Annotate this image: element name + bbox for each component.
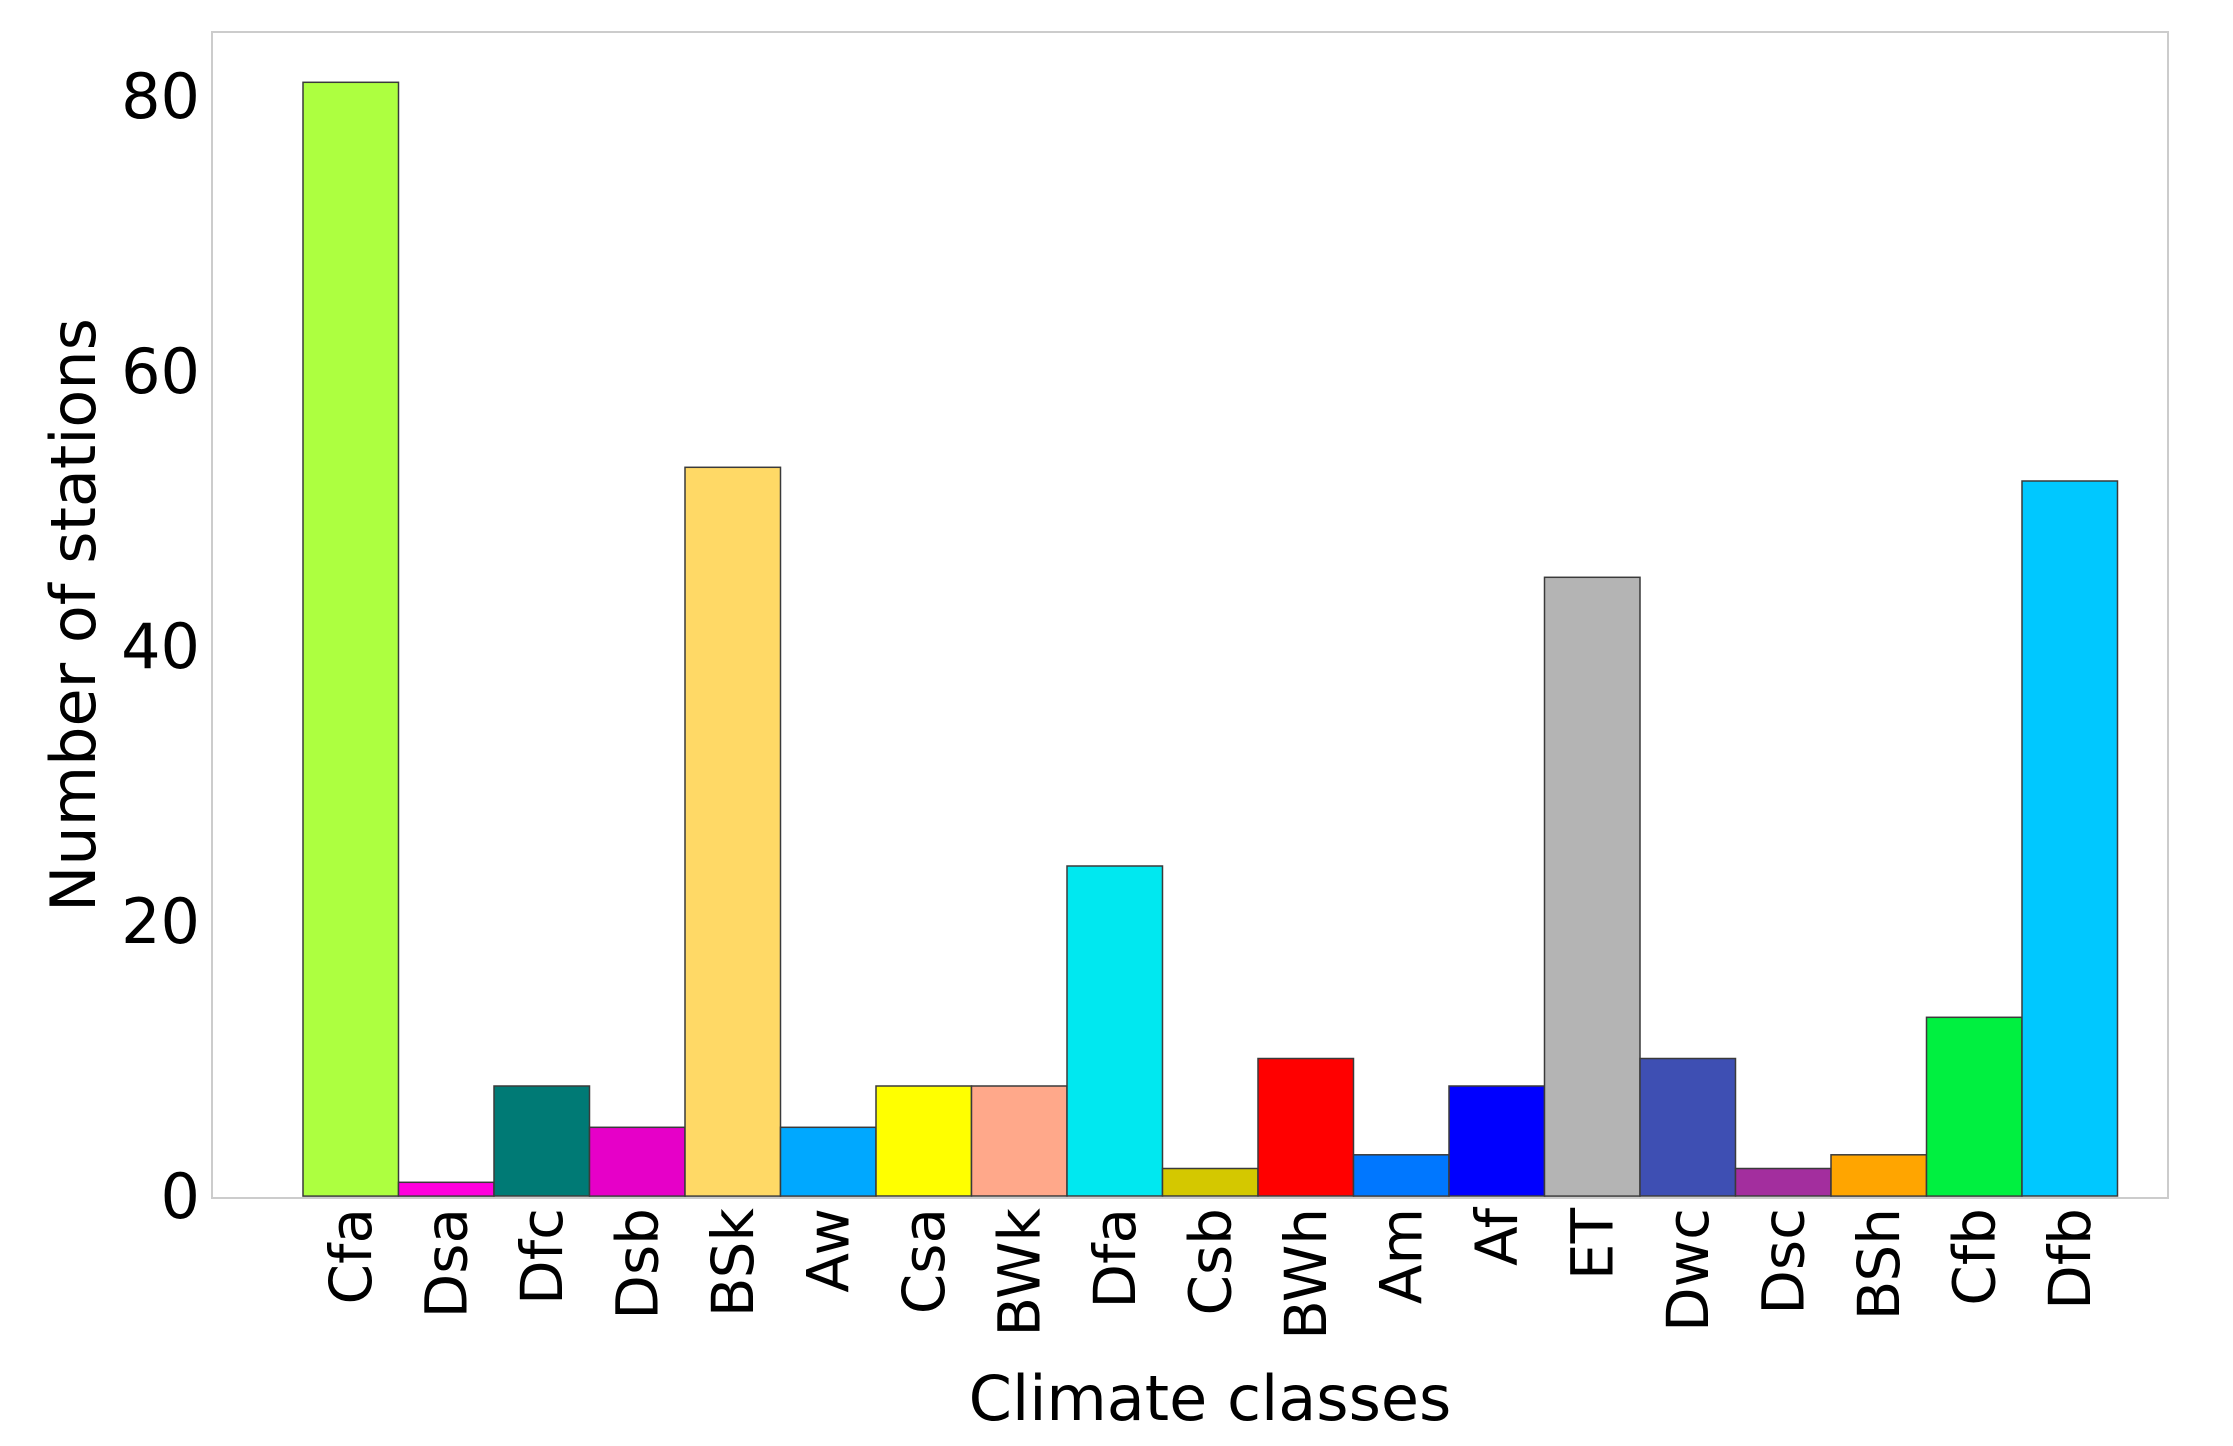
x-tick-label-bsh: BSh <box>1845 1208 1913 1320</box>
bars-group <box>302 81 2119 1197</box>
x-tick-label-et: ET <box>1558 1207 1626 1280</box>
x-tick-label-cfb: Cfb <box>1940 1208 2008 1306</box>
x-tick-label-dsc: Dsc <box>1749 1208 1817 1315</box>
bar-af <box>1448 1085 1546 1197</box>
y-axis-title: Number of stations <box>37 318 110 912</box>
x-tick-label-af: Af <box>1463 1206 1531 1266</box>
x-tick-label-am: Am <box>1367 1208 1435 1304</box>
x-axis-title: Climate classes <box>969 1362 1452 1435</box>
bar-csa <box>875 1085 973 1197</box>
y-tick-label-0: 0 <box>161 1160 200 1233</box>
x-tick-label-dwc: Dwc <box>1654 1208 1722 1332</box>
y-axis-ticks: 0 20 40 60 80 <box>121 60 200 1233</box>
bar-bwk <box>970 1085 1068 1197</box>
x-tick-label-csb: Csb <box>1176 1208 1244 1316</box>
bar-cfa <box>302 81 400 1197</box>
bar-dsc <box>1734 1167 1832 1197</box>
x-tick-label-bwh: BWh <box>1272 1208 1340 1340</box>
x-tick-label-cfa: Cfa <box>317 1208 385 1304</box>
x-tick-label-dfb: Dfb <box>2036 1208 2104 1310</box>
bar-dfc <box>493 1085 591 1197</box>
bar-dsa <box>397 1181 495 1197</box>
bar-bsk <box>684 466 782 1197</box>
bar-dfb <box>2021 480 2119 1197</box>
x-tick-label-dsa: Dsa <box>412 1208 480 1318</box>
bar-bwh <box>1257 1057 1355 1197</box>
bar-bsh <box>1830 1154 1928 1197</box>
bar-dwc <box>1639 1057 1737 1197</box>
bar-csb <box>1161 1167 1259 1197</box>
y-tick-label-60: 60 <box>121 335 200 408</box>
bar-aw <box>779 1126 877 1197</box>
bar-dsb <box>588 1126 686 1197</box>
x-axis-ticks: Cfa Dsa Dfc Dsb BSk Aw Csa BWk Dfa Csb BWh Am Af ET Dw… <box>317 1206 2104 1339</box>
x-tick-label-bwk: BWk <box>985 1208 1053 1337</box>
x-tick-label-aw: Aw <box>794 1208 862 1293</box>
x-tick-label-dfa: Dfa <box>1081 1208 1149 1309</box>
x-tick-label-csa: Csa <box>890 1208 958 1314</box>
x-tick-label-dsb: Dsb <box>603 1208 671 1320</box>
bar-dfa <box>1066 865 1164 1197</box>
x-tick-label-dfc: Dfc <box>508 1208 576 1305</box>
plot-frame <box>211 31 2169 1199</box>
bar-cfb <box>1925 1016 2023 1197</box>
y-tick-label-80: 80 <box>121 60 200 133</box>
bar-et <box>1543 576 1641 1197</box>
x-tick-label-bsk: BSk <box>699 1208 767 1318</box>
y-tick-label-20: 20 <box>121 885 200 958</box>
bar-am <box>1352 1154 1450 1197</box>
y-tick-label-40: 40 <box>121 610 200 683</box>
